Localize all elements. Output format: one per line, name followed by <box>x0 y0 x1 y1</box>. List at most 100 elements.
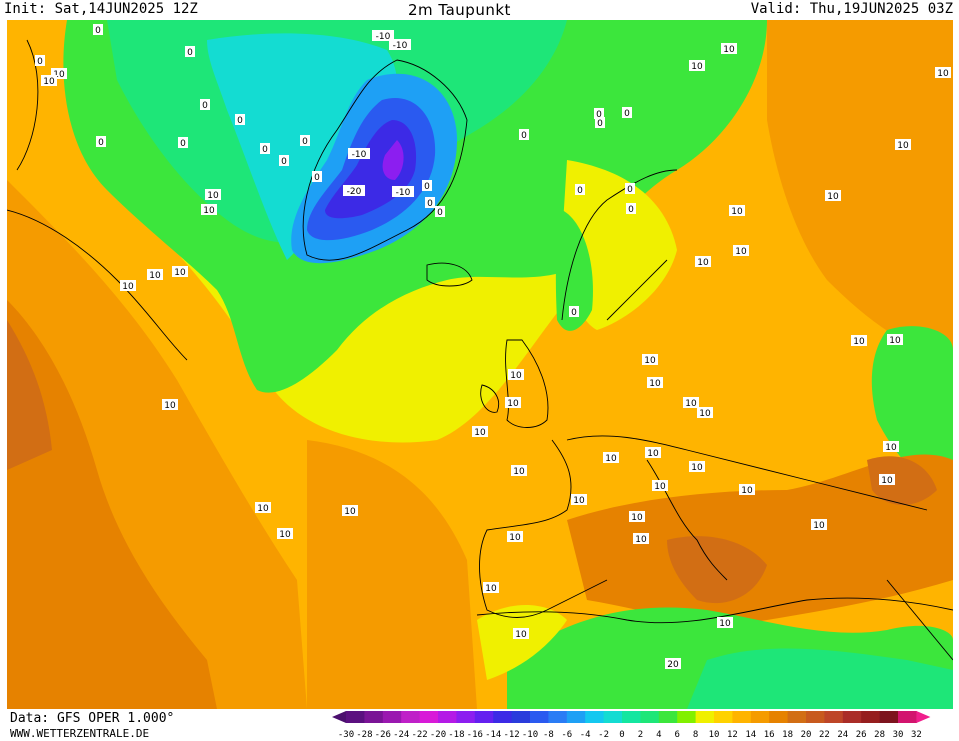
contour-label-text: 10 <box>881 476 893 486</box>
contour-label-text: 10 <box>889 336 901 346</box>
contour-label: 10 <box>895 139 911 151</box>
contour-label-bg <box>665 658 681 669</box>
legend-tick-label: 2 <box>638 730 643 740</box>
contour-label: 0 <box>626 203 636 215</box>
contour-label-text: 0 <box>202 101 208 111</box>
contour-label: 10 <box>511 465 527 477</box>
color-legend: -30 -28 -26 -24 -22 -20 -18 -16 -14 -12 -10 -8 -6 -4-… <box>332 711 931 740</box>
contour-label-bg <box>200 99 210 110</box>
website: WWW.WETTERZENTRALE.DE <box>10 727 150 740</box>
field-norway-green <box>555 210 593 331</box>
contour-label-text: 10 <box>697 258 709 268</box>
contour-label-bg <box>739 484 755 495</box>
contour-label: 20 <box>665 658 681 670</box>
contour-label: 10 <box>51 68 67 80</box>
contour-label: 10 <box>721 43 737 55</box>
legend-tick-label: 16 <box>764 730 775 740</box>
legend-tick-label: -30 <box>338 730 354 740</box>
legend-tick-label: 8 <box>693 730 698 740</box>
contour-label: 10 <box>205 189 221 201</box>
contour-label: 0 <box>93 24 103 36</box>
field-russia <box>767 20 953 360</box>
contour-label: 10 <box>41 75 57 87</box>
legend-tick-label: -26 <box>375 730 391 740</box>
legend-tick-label: -6 <box>561 730 572 740</box>
contour-label: 0 <box>569 306 579 318</box>
contour-label: 10 <box>851 335 867 347</box>
legend-swatch <box>658 711 678 723</box>
legend-swatch <box>806 711 825 723</box>
contour-label-text: 10 <box>513 467 525 477</box>
contour-label-bg <box>392 186 414 197</box>
contour-label-bg <box>633 533 649 544</box>
contour-label-bg <box>603 452 619 463</box>
legend-swatch <box>677 711 697 723</box>
legend-tick-label: -2 <box>598 730 609 740</box>
contour-label-text: 10 <box>149 271 161 281</box>
legend-tick-label: 0 <box>619 730 624 740</box>
contour-label-text: 10 <box>631 513 643 523</box>
legend-tick-label: -20 <box>430 730 446 740</box>
coastlines <box>7 39 953 661</box>
legend-swatch <box>769 711 789 723</box>
contour-label: 10 <box>508 369 524 381</box>
legend-swatch <box>382 711 402 723</box>
contour-label: 10 <box>277 528 293 540</box>
contour-label: 0 <box>519 129 529 141</box>
contour-label: 10 <box>695 256 711 268</box>
contour-label: 10 <box>633 533 649 545</box>
contour-label-bg <box>625 183 635 194</box>
contour-label-text: -20 <box>347 187 362 197</box>
contour-label-text: 10 <box>573 496 585 506</box>
contour-label-text: 10 <box>723 45 735 55</box>
middle-east-coast <box>886 579 953 661</box>
legend-arrow-left <box>332 711 346 723</box>
contour-label-text: 10 <box>813 521 825 531</box>
legend-arrow-right <box>916 711 931 723</box>
header-bar: Init: Sat,14JUN2025 12Z 2m Taupunkt Vali… <box>0 0 959 20</box>
legend-swatch <box>750 711 770 723</box>
contour-label-bg <box>348 148 370 159</box>
contour-label: 0 <box>185 46 195 58</box>
contour-label: 10 <box>505 397 521 409</box>
contour-label-bg <box>41 75 57 86</box>
contour-label-text: 10 <box>510 371 522 381</box>
contour-label-bg <box>342 505 358 516</box>
contour-label: 10 <box>629 511 645 523</box>
legend-tick-label: -12 <box>503 730 519 740</box>
contour-label: 10 <box>883 441 899 453</box>
contour-label: 0 <box>594 108 604 120</box>
contour-label-text: -10 <box>396 188 411 198</box>
contour-label-text: 10 <box>719 619 731 629</box>
field-warm-core <box>7 320 52 470</box>
contour-label-text: 10 <box>474 428 486 438</box>
legend-tick-label: 26 <box>856 730 867 740</box>
legend-swatch <box>879 711 899 723</box>
contour-label: 10 <box>201 204 217 216</box>
contour-label: 0 <box>435 206 445 218</box>
contour-label: 10 <box>342 505 358 517</box>
legend-swatch <box>566 711 586 723</box>
contour-label-bg <box>172 266 188 277</box>
contour-label-bg <box>594 108 604 119</box>
contour-label: 10 <box>652 480 668 492</box>
contour-label-text: 10 <box>122 282 134 292</box>
contour-label-text: 0 <box>237 116 243 126</box>
legend-swatch <box>585 711 605 723</box>
legend-swatch <box>787 711 807 723</box>
field-mediterranean <box>567 454 953 623</box>
contour-label: -10 <box>392 186 414 198</box>
legend-tick-label: 20 <box>801 730 812 740</box>
footer-bar: Data: GFS OPER 1.000° WWW.WETTERZENTRALE… <box>0 709 959 741</box>
legend-tick-label: -14 <box>485 730 501 740</box>
contour-label-bg <box>697 407 713 418</box>
contour-label-bg <box>511 465 527 476</box>
legend-tick-label: 14 <box>745 730 756 740</box>
contour-label: 0 <box>96 136 106 148</box>
iberia-coast <box>479 439 608 618</box>
contour-label-text: 0 <box>627 185 633 195</box>
contour-label: 0 <box>425 197 435 209</box>
legend-swatch <box>456 711 476 723</box>
contour-label-text: 0 <box>597 119 603 129</box>
contour-label: 10 <box>689 60 705 72</box>
